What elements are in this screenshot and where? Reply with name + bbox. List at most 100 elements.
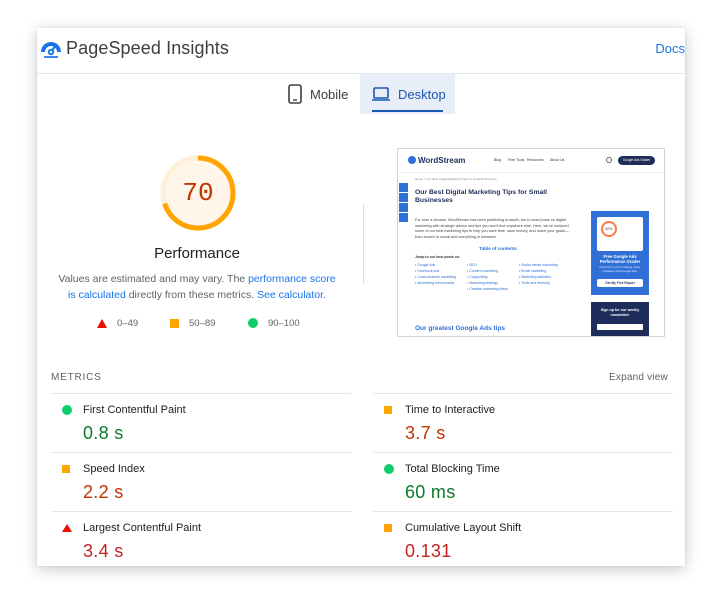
thumb-logo-text: WordStream [418,156,466,165]
average-square-icon [384,524,392,532]
performance-score-link[interactable]: performance score is calculated [68,273,336,301]
see-calculator-link[interactable]: See calculator. [257,289,326,301]
performance-description: Values are estimated and may vary. The p… [57,271,337,303]
phone-icon [288,84,302,104]
legend-average-label: 50–89 [189,317,216,329]
tab-mobile[interactable]: Mobile [282,74,360,114]
vertical-divider [363,204,364,284]
pagespeed-card: PageSpeed Insights Docs Mobile Desktop 7… [37,28,685,566]
pagespeed-logo-icon [41,42,61,58]
share-icon [399,183,408,192]
legend-average: 50–89 [170,316,215,330]
gauge-arc [160,155,236,231]
thumb-toc-col: Google Ads Facebook ads Cross-channel ma… [415,262,459,286]
metric-value: 3.4 s [83,541,124,561]
performance-score: 70 [182,178,214,208]
metric-name: Time to Interactive [405,404,496,416]
thumb-section-heading: Our greatest Google Ads tips [415,325,506,332]
header: PageSpeed Insights Docs [37,28,685,74]
share-icon [399,193,408,202]
metric-time-to-interactive: Time to Interactive 3.7 s [373,393,673,452]
thumb-jump-label: Jump to our best posts on: [415,255,461,259]
docs-link[interactable]: Docs [655,41,685,56]
app-title: PageSpeed Insights [66,38,229,58]
monitor-icon [372,87,390,101]
thumb-toc-col: Social media marketing Email marketing M… [519,262,563,286]
good-circle-icon [62,405,72,415]
metric-value: 3.7 s [405,423,446,443]
performance-label: Performance [154,245,240,262]
thumb-ad-button: Get My Free Report [597,279,643,287]
metric-name: Cumulative Layout Shift [405,522,522,534]
metric-name: First Contentful Paint [83,404,186,416]
metric-value: 0.8 s [83,423,124,443]
thumb-toc-item: Copywriting [467,274,511,280]
device-tabs: Mobile Desktop [37,74,685,114]
legend-pass-label: 90–100 [268,317,300,329]
thumb-nav: WordStream Blog Free Tools Resources Abo… [398,149,664,173]
thumb-intro: For over a decade, WordStream has been p… [415,218,569,239]
metric-name: Speed Index [83,463,145,475]
poor-triangle-icon [62,524,72,532]
metric-name: Largest Contentful Paint [83,522,202,534]
wordstream-logo-icon [408,156,416,164]
tab-mobile-label: Mobile [310,86,349,102]
thumb-toc-item: Cross-channel marketing [415,274,459,280]
desc-text-middle: directly from these metrics. [125,289,258,301]
thumb-toc-item: Marketing statistics [519,274,563,280]
thumb-toc-item: Creative marketing ideas [467,286,511,292]
thumb-search-icon [606,157,612,163]
share-icon [399,203,408,212]
legend-fail-label: 0–49 [117,317,139,329]
thumb-toc-item: Marketing strategy [467,280,511,286]
metric-first-contentful-paint: First Contentful Paint 0.8 s [51,393,351,452]
metric-value: 60 ms [405,482,456,502]
thumb-toc-item: Tools and learning [519,280,563,286]
thumb-newsletter-field [597,324,643,330]
desc-text: Values are estimated and may vary. The [58,273,249,285]
thumb-toc-item: Social media marketing [519,262,563,268]
thumb-grader-ad: 62% Free Google Ads Performance Grader F… [591,211,649,295]
thumb-menu-item: Resources [527,158,544,162]
thumb-cta: Google Ads Grader [618,156,655,165]
thumb-menu-item: About Us [550,158,565,162]
thumb-toc-item: Facebook ads [415,268,459,274]
metrics-title: METRICS [51,372,102,383]
metric-cumulative-layout-shift: Cumulative Layout Shift 0.131 [373,511,673,566]
legend-fail: 0–49 [97,316,138,330]
thumb-toc-item: Google Ads [415,262,459,268]
thumb-breadcrumb: Home > Our Best Digital Marketing Tips f… [415,177,497,181]
thumb-ad-card: 62% [597,217,643,251]
metric-total-blocking-time: Total Blocking Time 60 ms [373,452,673,511]
thumb-newsletter-text: Sign up for our weekly newsletter! [600,308,640,317]
average-square-icon [384,406,392,414]
thumb-ad-subtitle: Find out if you're making costly mistake… [599,265,641,273]
metric-value: 0.131 [405,541,452,561]
thumb-toc-item: SEO [467,262,511,268]
square-icon [170,318,179,328]
thumb-toc-item: Content marketing [467,268,511,274]
thumb-logo: WordStream [408,156,465,165]
thumb-menu-item: Free Tools [508,158,525,162]
share-icon [399,213,408,222]
thumb-ad-title: Free Google Ads Performance Grader [599,254,641,264]
thumb-newsletter-ad: Sign up for our weekly newsletter! [591,302,649,336]
thumb-headline: Our Best Digital Marketing Tips for Smal… [415,189,548,205]
average-square-icon [62,465,70,473]
performance-gauge [160,155,236,231]
metric-value: 2.2 s [83,482,124,502]
tab-desktop[interactable]: Desktop [360,74,455,114]
metric-largest-contentful-paint: Largest Contentful Paint 3.4 s [51,511,351,566]
thumb-toc-item: Advertising benchmarks [415,280,459,286]
thumb-share-bar [399,183,408,222]
thumb-toc-col: SEO Content marketing Copywriting Market… [467,262,511,292]
thumb-ad-score: 62% [601,221,617,237]
thumb-toc-item: Email marketing [519,268,563,274]
circle-icon [248,318,258,328]
tab-desktop-label: Desktop [398,86,446,102]
page-screenshot: WordStream Blog Free Tools Resources Abo… [397,148,665,337]
good-circle-icon [384,464,394,474]
expand-view-toggle[interactable]: Expand view [609,372,668,383]
metric-speed-index: Speed Index 2.2 s [51,452,351,511]
legend-pass: 90–100 [248,316,300,330]
